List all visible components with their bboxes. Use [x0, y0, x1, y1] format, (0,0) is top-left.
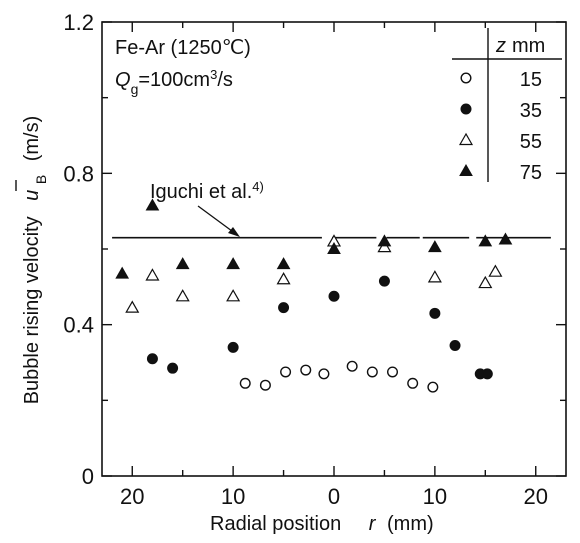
data-point-z55	[488, 264, 503, 277]
y-tick-label: 0	[82, 464, 94, 489]
y-label-subscript: B	[33, 175, 49, 184]
data-point-z35	[278, 302, 290, 314]
data-point-z55	[145, 268, 160, 281]
legend-marker-z55	[458, 132, 474, 146]
x-label-text: Radial position	[210, 513, 341, 535]
x-tick-label: 20	[523, 484, 547, 509]
condition-material: Fe-Ar (1250℃)	[115, 37, 251, 59]
data-point-z15	[346, 360, 358, 372]
data-point-z75	[115, 266, 130, 279]
y-axis-label: Bubble rising velocity u B (m/s)	[21, 116, 49, 405]
data-point-z15	[239, 377, 251, 389]
data-point-z15	[300, 364, 312, 376]
data-point-z15	[318, 368, 330, 380]
data-point-z75	[175, 257, 190, 270]
x-tick-label: 0	[328, 484, 340, 509]
data-point-z15	[427, 381, 439, 393]
x-axis-label: Radial position r (mm)	[210, 513, 434, 535]
svg-text:Bubble rising velocity u: Bubble rising velocity u B (m/s)	[21, 116, 49, 405]
data-point-z15	[407, 377, 419, 389]
data-point-z55	[427, 270, 442, 283]
x-label-unit: (mm)	[387, 513, 434, 535]
y-tick-label: 1.2	[63, 10, 94, 35]
y-tick-label: 0.8	[63, 161, 94, 186]
y-tick-marks	[102, 21, 566, 477]
reference-arrow-shaft	[197, 205, 237, 235]
data-point-z35	[481, 368, 493, 380]
data-point-z35	[146, 353, 158, 365]
y-tick-labels: 0 0.4 0.8 1.2	[63, 10, 94, 489]
legend-label-z15: 15	[520, 69, 542, 91]
y-label-unit: (m/s)	[21, 116, 43, 162]
data-point-z15	[366, 366, 378, 378]
legend-marker-z15	[460, 72, 472, 84]
data-point-z35	[328, 290, 340, 302]
data-point-z75	[327, 241, 341, 254]
data-point-z55	[226, 289, 241, 302]
data-point-z75	[498, 232, 513, 245]
x-tick-label: 10	[423, 484, 447, 509]
data-point-z75	[377, 234, 392, 247]
data-point-z55	[175, 289, 190, 302]
data-point-z75	[226, 257, 240, 270]
data-point-z35	[449, 339, 461, 351]
x-tick-label: 20	[120, 484, 144, 509]
legend-marker-z35	[460, 103, 472, 115]
reference-label: Iguchi et al.4)	[150, 179, 264, 204]
data-point-z75	[478, 234, 493, 247]
data-point-z35	[378, 275, 390, 287]
data-point-z35	[167, 362, 179, 374]
x-tick-labels: 20 10 0 10 20	[120, 484, 548, 509]
data-point-z35	[429, 307, 441, 319]
x-label-symbol: r	[369, 513, 377, 535]
legend-header: z mm	[495, 35, 545, 57]
legend: z mm 15 35 55 75	[452, 28, 562, 184]
data-points	[115, 198, 513, 393]
data-point-z15	[259, 379, 271, 391]
legend-marker-z75	[459, 163, 473, 176]
data-point-z55	[276, 272, 291, 285]
y-tick-label: 0.4	[63, 313, 94, 338]
x-tick-marks	[131, 22, 537, 476]
data-point-z55	[478, 275, 493, 289]
legend-entries: 15 35 55 75	[458, 69, 542, 184]
legend-label-z55: 55	[520, 131, 542, 153]
data-point-z15	[387, 366, 399, 378]
data-point-z55	[125, 300, 140, 313]
legend-label-z75: 75	[520, 162, 542, 184]
data-point-z35	[227, 341, 239, 353]
legend-label-z35: 35	[520, 100, 542, 122]
condition-gas-flow: Qg=100cm3/s	[115, 67, 233, 98]
data-point-z15	[280, 366, 292, 378]
data-point-z75	[428, 240, 442, 253]
data-point-z75	[145, 198, 160, 211]
x-tick-label: 10	[221, 484, 245, 509]
reference-arrow-head	[228, 227, 240, 237]
y-label-symbol: u	[21, 190, 43, 201]
data-point-z75	[276, 257, 291, 270]
y-label-text: Bubble rising velocity	[21, 216, 43, 404]
